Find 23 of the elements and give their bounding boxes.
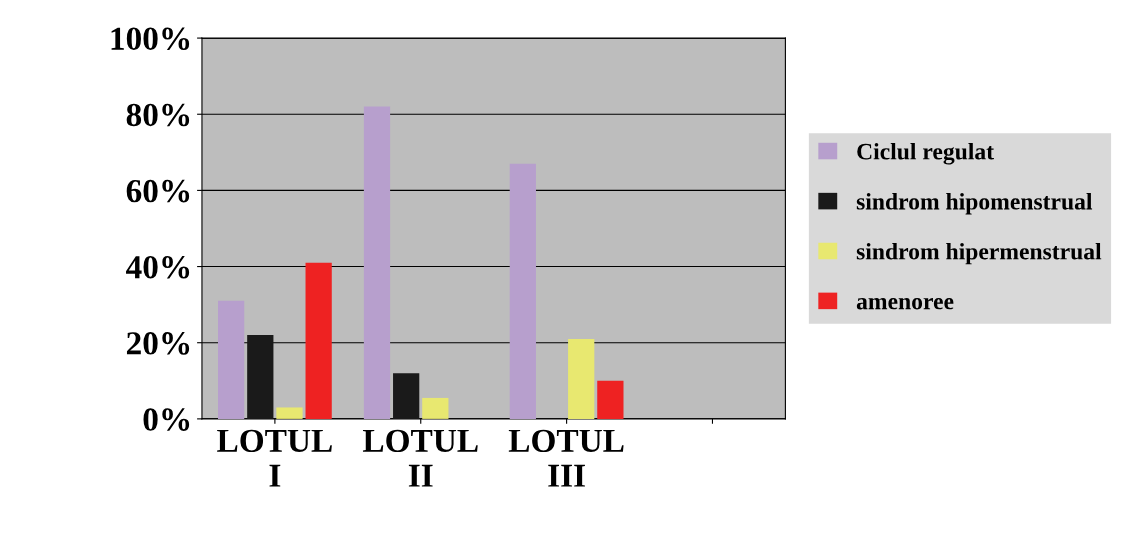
bar (305, 262, 332, 419)
y-tick-label: 80% (126, 103, 190, 127)
legend-label: amenoree (856, 297, 954, 310)
bar (218, 300, 245, 419)
bar (247, 335, 274, 419)
bar (393, 373, 420, 419)
y-tick-label: 20% (126, 332, 190, 355)
x-tick-label: LOTUL I (217, 429, 332, 487)
legend-label: sindrom hipermenstrual (856, 242, 1102, 265)
y-tick-label: 100% (111, 27, 190, 51)
bar (597, 380, 624, 419)
bar (363, 106, 391, 419)
bar (276, 407, 303, 419)
bar (422, 397, 449, 419)
y-tick-label: 0% (143, 408, 190, 431)
x-tick-label: LOTUL II (362, 429, 478, 487)
legend-label: sindrom hipomenstrual (856, 192, 1093, 215)
bar (568, 338, 595, 419)
y-tick-label: 60% (126, 179, 190, 203)
legend-label: Ciclul regulat (857, 142, 994, 165)
x-tick-label: LOTUL III (508, 429, 624, 487)
bar (509, 163, 536, 419)
y-tick-label: 40% (126, 255, 190, 279)
